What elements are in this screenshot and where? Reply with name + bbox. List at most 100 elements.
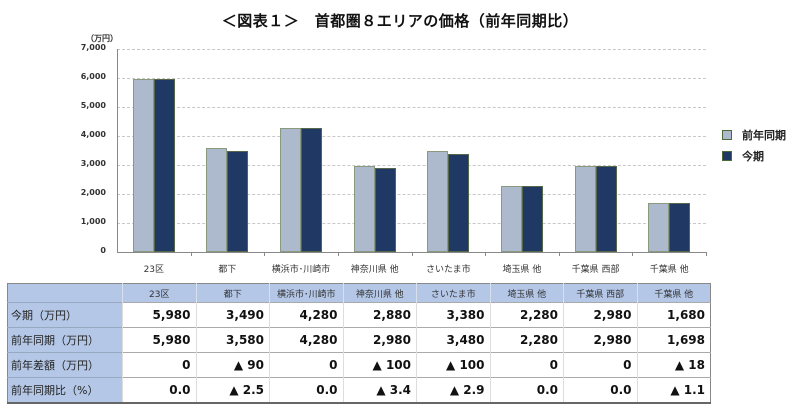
- bar-current: [374, 168, 396, 252]
- gridline: [117, 107, 706, 108]
- legend-label-current: 今期: [742, 149, 764, 163]
- data-table: 23区 都下 横浜市･川崎市 神奈川県 他 さいたま市 埼玉県 他 千葉県 西部…: [7, 283, 711, 404]
- table-cell: 3,580: [195, 327, 270, 353]
- y-tick-label: 7,000: [80, 43, 106, 52]
- table-cell: 0: [122, 352, 196, 378]
- x-tick-label: 横浜市･川崎市: [271, 265, 331, 275]
- table-header-cell: さいたま市: [416, 283, 490, 303]
- row-label: 前年同期比（%）: [7, 377, 123, 403]
- table-row-difference: 前年差額（万円） 0 ▲ 90 0 ▲ 100 ▲ 100 0 0 ▲ 18: [7, 352, 711, 378]
- table-cell: ▲ 90: [195, 352, 270, 378]
- table-header-cell: 23区: [122, 283, 196, 303]
- table-cell: ▲ 1.1: [636, 377, 711, 403]
- y-tick-label: 5,000: [80, 101, 106, 110]
- legend-swatch-previous: [722, 129, 732, 140]
- plot-area: [117, 49, 706, 252]
- x-tick-label: さいたま市: [425, 265, 471, 275]
- legend-label-previous: 前年同期: [742, 128, 786, 142]
- table-cell: 0.0: [563, 377, 637, 403]
- gridline: [117, 136, 706, 137]
- table-header-cell: 横浜市･川崎市: [269, 283, 343, 303]
- legend-item-current: 今期: [722, 145, 786, 166]
- table-header-cell: 千葉県 西部: [563, 283, 637, 303]
- bar-current: [595, 165, 617, 252]
- table-cell: 0: [489, 352, 564, 378]
- table-header-cell: 千葉県 他: [636, 283, 711, 303]
- bar-previous: [132, 78, 154, 252]
- x-tick-label: 千葉県 西部: [571, 265, 620, 275]
- table-cell: ▲ 2.9: [416, 377, 490, 403]
- y-tick-label: 2,000: [80, 188, 106, 197]
- table-header-cell: 埼玉県 他: [489, 283, 564, 303]
- legend: 前年同期 今期: [722, 124, 786, 166]
- bar-previous: [353, 165, 375, 252]
- table-cell: ▲ 100: [416, 352, 490, 378]
- table-cell: 0: [563, 352, 637, 378]
- table-cell: 2,280: [489, 327, 564, 353]
- x-tick-label: 都下: [218, 265, 237, 275]
- table-row-previous: 前年同期（万円） 5,980 3,580 4,280 2,980 3,480 2…: [7, 327, 711, 353]
- table-cell: ▲ 3.4: [342, 377, 417, 403]
- table-header-cell: 都下: [195, 283, 270, 303]
- chart-title: ＜図表１＞ 首都圏８エリアの価格（前年同期比）: [221, 12, 579, 30]
- row-label: 今期（万円）: [7, 302, 123, 328]
- bar-current: [669, 203, 691, 252]
- bar-previous: [427, 151, 449, 252]
- table-cell: 2,880: [342, 302, 417, 328]
- x-tick-label: 23区: [143, 265, 165, 275]
- table-row-current: 今期（万円） 5,980 3,490 4,280 2,880 3,380 2,2…: [7, 302, 711, 328]
- table-cell: 2,980: [342, 327, 417, 353]
- y-axis-unit-label: （万円）: [86, 34, 118, 43]
- table-cell: 1,698: [636, 327, 711, 353]
- x-tick-label: 千葉県 他: [649, 265, 689, 275]
- table-cell: 0.0: [269, 377, 343, 403]
- legend-swatch-current: [722, 150, 732, 161]
- bar-previous: [500, 185, 522, 252]
- y-tick-label: 0: [100, 246, 106, 255]
- x-tick-mark: [264, 252, 266, 256]
- table-cell: 3,490: [195, 302, 270, 328]
- y-tick-label: 3,000: [80, 159, 106, 168]
- table-cell: 2,280: [489, 302, 564, 328]
- x-tick-mark: [558, 252, 560, 256]
- x-tick-mark: [337, 252, 339, 256]
- table-cell: 4,280: [269, 327, 343, 353]
- table-cell: 2,980: [563, 327, 637, 353]
- table-cell: 0.0: [122, 377, 196, 403]
- y-tick-label: 6,000: [80, 72, 106, 81]
- bar-current: [153, 78, 175, 252]
- table-cell: 0.0: [489, 377, 564, 403]
- y-tick-label: 4,000: [80, 130, 106, 139]
- table-cell: 3,480: [416, 327, 490, 353]
- bar-current: [227, 150, 249, 252]
- table-cell: ▲ 2.5: [195, 377, 270, 403]
- legend-item-previous: 前年同期: [722, 124, 786, 145]
- table-cell: ▲ 18: [636, 352, 711, 378]
- y-tick-label: 1,000: [80, 217, 106, 226]
- bar-previous: [648, 202, 670, 252]
- table-cell: 5,980: [122, 302, 196, 328]
- row-label: 前年差額（万円）: [7, 352, 123, 378]
- x-tick-label: 神奈川県 他: [350, 265, 399, 275]
- table-cell: ▲ 100: [342, 352, 417, 378]
- gridline: [117, 165, 706, 166]
- x-tick-mark: [411, 252, 413, 256]
- table-row-ratio: 前年同期比（%） 0.0 ▲ 2.5 0.0 ▲ 3.4 ▲ 2.9 0.0 0…: [7, 377, 711, 403]
- table-cell: 5,980: [122, 327, 196, 353]
- bar-previous: [574, 165, 596, 252]
- bar-previous: [206, 148, 228, 252]
- row-label: 前年同期（万円）: [7, 327, 123, 353]
- x-tick-mark: [485, 252, 487, 256]
- gridline: [117, 223, 706, 224]
- table-header-row: 23区 都下 横浜市･川崎市 神奈川県 他 さいたま市 埼玉県 他 千葉県 西部…: [7, 283, 711, 303]
- table-cell: 3,380: [416, 302, 490, 328]
- table-cell: 1,680: [636, 302, 711, 328]
- x-tick-mark: [632, 252, 634, 256]
- x-tick-mark: [190, 252, 192, 256]
- table-corner-cell: [7, 283, 123, 303]
- bar-current: [521, 185, 543, 252]
- bar-current: [448, 153, 470, 252]
- bar-previous: [280, 127, 302, 252]
- table-cell: 0: [269, 352, 343, 378]
- y-axis-line: [117, 49, 118, 253]
